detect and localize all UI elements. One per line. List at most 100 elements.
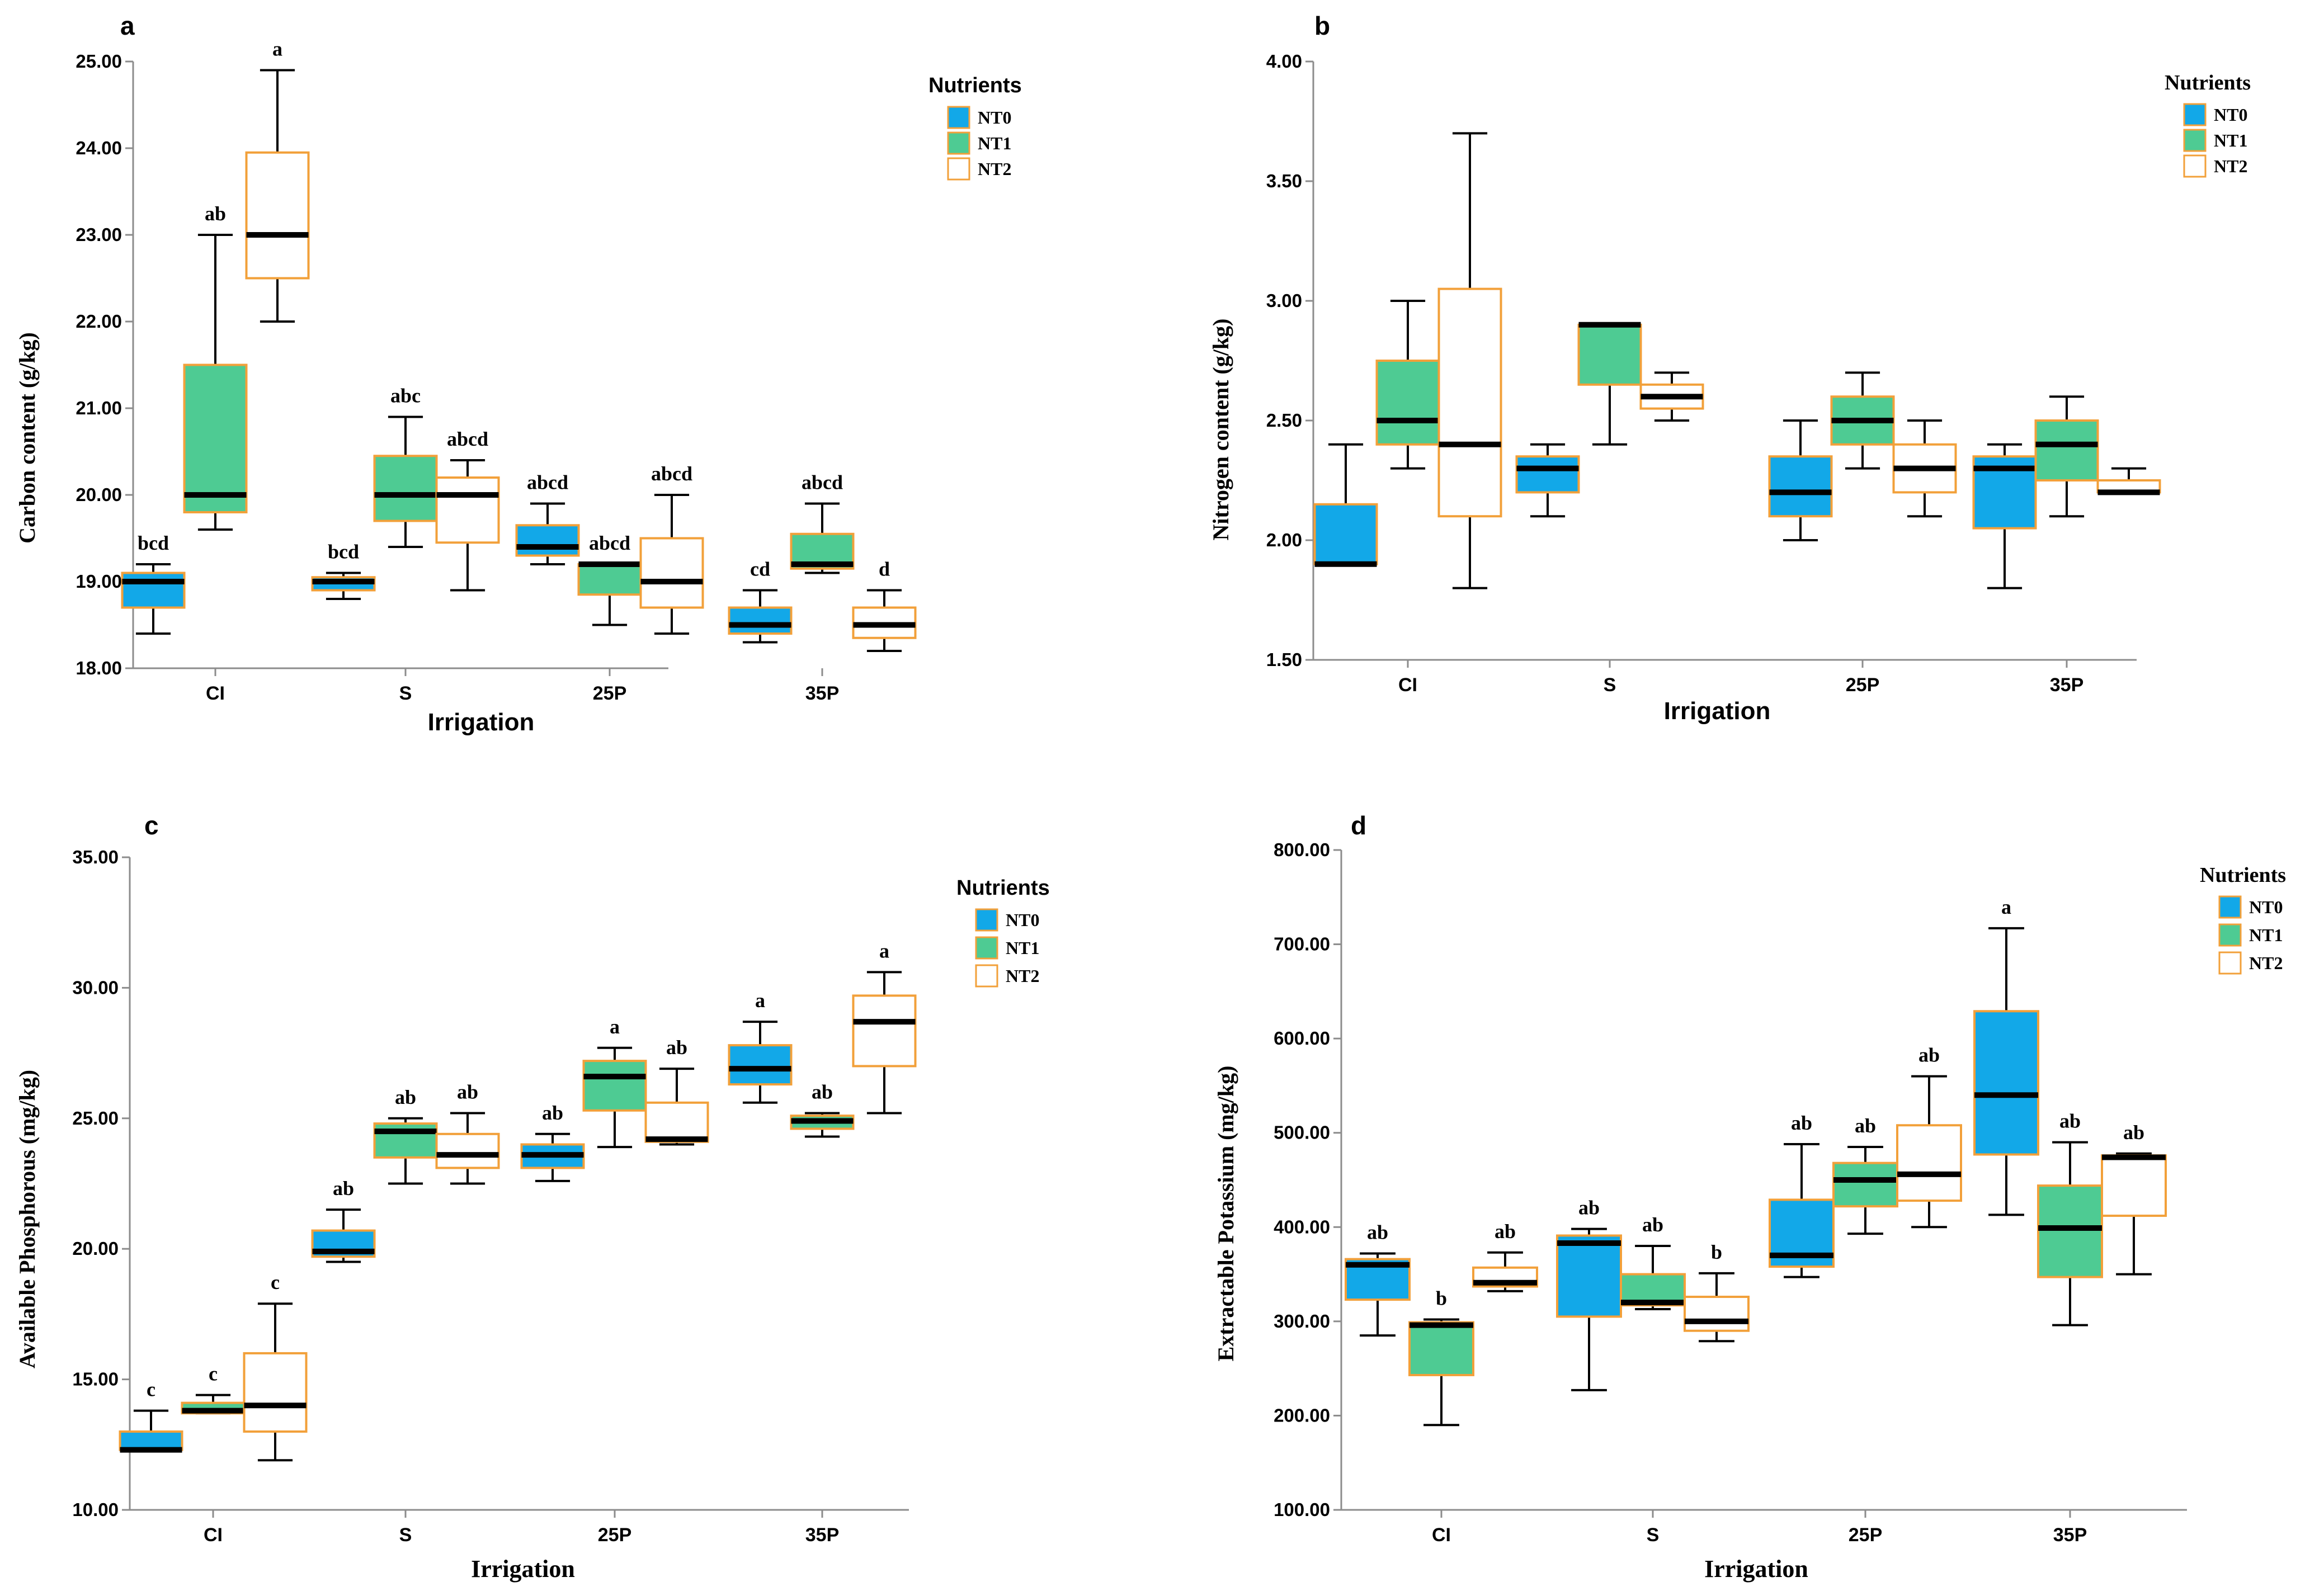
x-tick-label: 35P [805,683,840,704]
box-NT2-S [1639,371,1704,422]
y-tick-label: 500.00 [1274,1122,1330,1143]
legend-label-NT1: NT1 [1006,938,1039,958]
box-NT1-S [1577,322,1642,446]
box-NT1-S: abc [373,385,438,548]
x-tick-label: 25P [593,683,627,704]
box-NT2-35P: d [852,558,917,652]
legend-label-NT0: NT0 [1006,910,1039,930]
box-rect [373,455,438,522]
box-NT1-35P: ab [2037,1110,2103,1326]
significance-letter: a [2001,896,2011,918]
box-rect [1768,455,1833,518]
legend-title: Nutrients [2165,71,2251,95]
panel-b: b Irrigation Nitrogen content (g/kg) 1.5… [1208,11,2251,725]
significance-letter: a [755,989,765,1012]
box-rect [639,537,704,609]
box-rect [1556,1234,1622,1318]
x-tick-label: 25P [1846,674,1880,696]
box-rect [644,1101,709,1143]
box-rect [435,1132,500,1169]
legend-swatch-NT0 [947,106,970,129]
y-tick-label: 300.00 [1274,1311,1330,1331]
box-rect [2101,1154,2167,1217]
box-NT1-25P [1830,371,1895,470]
box-rect [852,994,917,1068]
legend-label-NT2: NT2 [1006,966,1039,986]
legend-swatch-NT2 [2218,951,2242,975]
significance-letter: a [272,38,282,60]
x-tick-label: S [1647,1524,1660,1546]
box-rect [728,1044,793,1086]
box-NT1-35P: ab [790,1080,855,1138]
legend-swatch-NT0 [2183,103,2207,126]
legend-label-NT1: NT1 [2214,130,2247,150]
significance-letter: c [147,1378,155,1401]
box-NT2-35P: a [852,939,917,1115]
x-axis-title: Irrigation [1704,1555,1808,1583]
legend-swatch-NT2 [2183,154,2207,178]
y-tick-label: 3.00 [1266,290,1302,311]
box-rect [245,151,310,280]
box-NT1-25P: a [582,1016,647,1149]
box-NT0-CI: c [119,1378,183,1453]
significance-letter: c [271,1271,280,1293]
y-tick-label: 10.00 [72,1499,119,1520]
box-NT0-CI: bcd [121,532,186,635]
significance-letter: ab [542,1102,563,1124]
box-NT0-25P: ab [520,1102,585,1182]
y-tick-label: 400.00 [1274,1216,1330,1237]
y-axis-title: Available Phosphorous (mg/kg) [15,1070,40,1368]
y-tick-label: 200.00 [1274,1405,1330,1425]
box-NT2-CI: ab [1472,1220,1538,1292]
x-tick-label: 25P [598,1524,632,1546]
y-tick-label: 24.00 [76,138,122,158]
significance-letter: d [879,558,890,580]
x-tick-label: 35P [2050,674,2084,696]
significance-letter: a [879,939,889,962]
legend: Nutrients NT0 NT1 NT2 [2165,71,2251,178]
x-tick-label: CI [1398,674,1417,696]
x-tick-label: CI [1432,1524,1451,1546]
legend-label-NT0: NT0 [978,107,1011,128]
y-tick-label: 4.00 [1266,51,1302,72]
box-rect [243,1352,308,1433]
y-axis-title: Carbon content (g/kg) [15,332,40,544]
box-rect [1375,360,1440,446]
panel-c: c Irrigation Available Phosphorous (mg/k… [15,811,1050,1583]
box-NT0-35P [1972,443,2037,589]
box-NT0-25P: abcd [515,471,580,565]
box-NT1-CI: c [181,1363,246,1415]
box-rect [119,1430,183,1451]
x-tick-label: S [399,683,412,704]
box-rect [515,524,580,557]
box-rect [1437,287,1502,518]
significance-letter: ab [1791,1112,1812,1134]
legend-label-NT2: NT2 [2214,156,2247,176]
box-NT1-25P: ab [1832,1115,1898,1235]
y-tick-label: 19.00 [76,571,122,592]
box-NT0-CI [1313,443,1378,567]
box-rect [1408,1321,1474,1376]
box-NT1-35P: abcd [790,471,855,574]
box-NT2-35P [2096,467,2161,495]
box-NT0-35P: a [728,989,793,1104]
y-tick-label: 2.50 [1266,410,1302,431]
y-tick-label: 25.00 [72,1108,119,1128]
box-NT1-S: ab [373,1086,438,1185]
y-tick-label: 30.00 [72,977,119,998]
panel-label: b [1314,11,1330,40]
box-NT2-25P: abcd [639,462,704,635]
x-tick-label: 25P [1849,1524,1883,1546]
box-NT0-S: ab [311,1177,376,1263]
legend-swatch-NT1 [975,936,998,960]
significance-letter: ab [333,1177,354,1200]
significance-letter: abcd [651,462,692,485]
y-tick-label: 20.00 [76,484,122,505]
box-NT2-S: ab [435,1080,500,1185]
significance-letter: abcd [802,471,843,494]
significance-letter: b [1436,1287,1447,1309]
box-rect [2034,419,2099,481]
box-NT0-25P [1768,419,1833,541]
legend-label-NT2: NT2 [2249,953,2283,973]
